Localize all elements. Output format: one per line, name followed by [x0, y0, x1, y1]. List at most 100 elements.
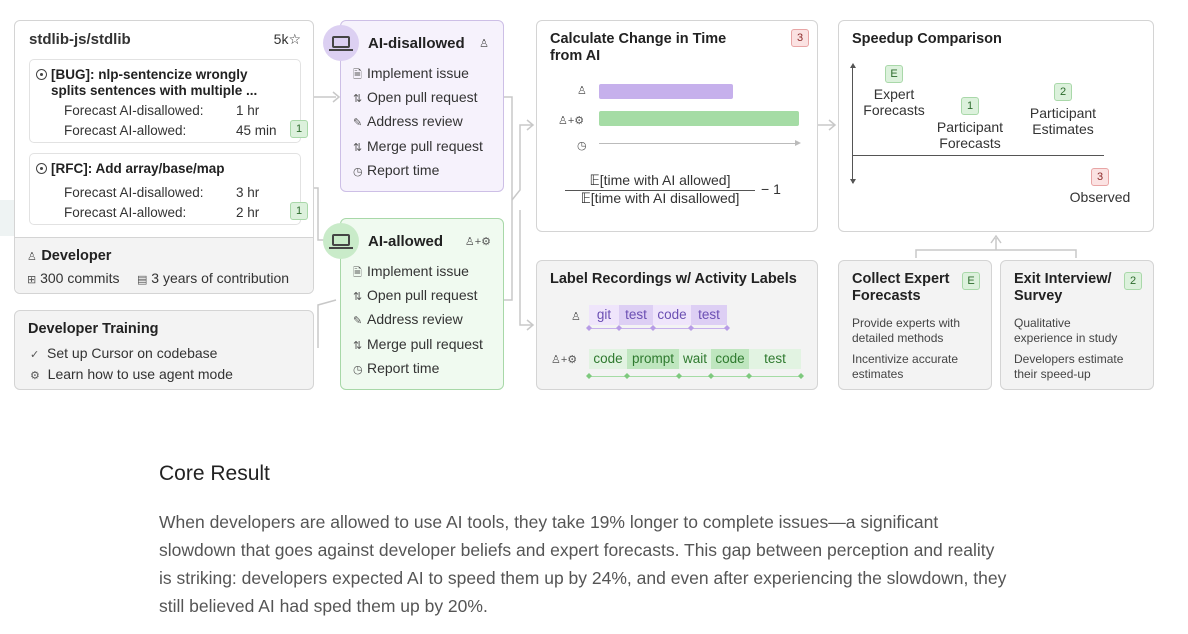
- fraction-line: [565, 190, 755, 191]
- condition-title: AI-disallowed: [368, 35, 465, 52]
- calc-title: Calculate Change in Time from AI: [550, 31, 727, 64]
- merge-icon: ⇅: [353, 340, 363, 352]
- developer-section: ♙ Developer ⊞ 300 commits ▤ 3 years of c…: [15, 237, 313, 293]
- step-implement-issue: 🗎 Implement issue: [353, 65, 469, 85]
- exit-interview-panel: Exit Interview/Survey 2 Qualitative exper…: [1000, 260, 1154, 390]
- participant-forecasts-label: Participant Forecasts: [936, 119, 1004, 151]
- issue-open-icon: [36, 163, 47, 174]
- step-address-review: ✎ Address review: [353, 311, 463, 327]
- ai-timeline-line: [589, 376, 801, 377]
- developer-title: Developer: [41, 248, 112, 264]
- forecast-disallowed-value: 1 hr: [236, 103, 260, 118]
- participant-estimates-label: Participant Estimates: [1029, 105, 1097, 137]
- document-icon: 🗎: [353, 267, 362, 279]
- forecast-allowed-label: Forecast AI-allowed:: [64, 123, 187, 138]
- forecast-allowed-value: 2 hr: [236, 205, 260, 220]
- step-report-time: ◷ Report time: [353, 162, 440, 178]
- step-report-time: ◷ Report time: [353, 360, 440, 376]
- clock-icon: ◷: [353, 166, 363, 178]
- issue-card[interactable]: [BUG]: nlp-sentencize wrongly splits sen…: [29, 59, 308, 143]
- dev-timeline-line: [589, 328, 727, 329]
- activity-segment: code: [589, 349, 627, 369]
- badge-1: 1: [961, 97, 979, 115]
- y-axis-arrow-top: [850, 63, 856, 68]
- label-recordings-title: Label Recordings w/ Activity Labels: [550, 271, 797, 287]
- robot-icon: ⚙: [30, 370, 40, 382]
- time-axis-arrow: [795, 140, 801, 146]
- bar-ai-disallowed: [599, 84, 733, 99]
- badge-1: 1: [290, 120, 308, 138]
- issue-title-line1: [BUG]: nlp-sentencize wrongly: [51, 67, 248, 82]
- activity-segment: wait: [679, 349, 711, 369]
- forecast-disallowed-value: 3 hr: [236, 185, 260, 200]
- y-axis: [852, 65, 853, 183]
- x-baseline: [852, 155, 1104, 156]
- training-item: Learn how to use agent mode: [47, 366, 233, 382]
- activity-segment: prompt: [627, 349, 679, 369]
- developer-commits: 300 commits: [40, 270, 120, 286]
- bar-ai-allowed: [599, 111, 799, 126]
- person-icon: ♙: [27, 251, 37, 263]
- repo-stars: 5k☆: [273, 31, 301, 47]
- edit-icon: ✎: [353, 117, 363, 129]
- badge-E: E: [885, 65, 903, 83]
- person-plus-robot-icon: ♙+⚙: [551, 354, 578, 366]
- timeline-markers: [586, 325, 804, 379]
- step-implement-issue: 🗎 Implement issue: [353, 263, 469, 283]
- step-merge-pr: ⇅ Merge pull request: [353, 138, 483, 154]
- activity-segment: git: [589, 305, 619, 325]
- developer-training-panel: Developer Training ✓ Set up Cursor on co…: [14, 310, 314, 390]
- ai-allowed-panel: AI-allowed ♙+⚙ 🗎 Implement issue ⇅ Open pu…: [323, 218, 504, 390]
- formula-denominator: 𝔼[time with AI disallowed]: [580, 190, 740, 206]
- laptop-icon: [329, 36, 353, 51]
- expert-desc-2: Incentivize accurate estimates: [852, 352, 959, 381]
- step-open-pr: ⇅ Open pull request: [353, 287, 478, 303]
- ai-disallowed-panel: AI-disallowed ♙ 🗎 Implement issue ⇅ Open p…: [323, 20, 504, 192]
- person-plus-robot-icon: ♙+⚙: [558, 115, 585, 127]
- repo-panel: stdlib-js/stdlib 5k☆ [BUG]: nlp-sentenci…: [14, 20, 314, 294]
- formula-minus-one: − 1: [761, 181, 781, 197]
- left-strip: [0, 200, 14, 236]
- step-open-pr: ⇅ Open pull request: [353, 89, 478, 105]
- expert-desc-1: Provide experts with detailed methods: [852, 316, 961, 345]
- person-icon: ♙: [571, 311, 581, 323]
- label-recordings-panel: Label Recordings w/ Activity Labels ♙ gi…: [536, 260, 818, 390]
- badge-1: 1: [290, 202, 308, 220]
- step-address-review: ✎ Address review: [353, 113, 463, 129]
- training-item: Set up Cursor on codebase: [47, 345, 218, 361]
- issue-title-line2: splits sentences with multiple ...: [51, 83, 258, 98]
- y-axis-arrow-bottom: [850, 179, 856, 184]
- training-title: Developer Training: [28, 321, 159, 337]
- speedup-comparison-panel: Speedup Comparison E Expert Forecasts 1 P…: [838, 20, 1154, 232]
- person-icon: ♙: [577, 85, 587, 97]
- exit-desc-1: Qualitative experience in study: [1014, 316, 1118, 345]
- forecast-disallowed-label: Forecast AI-disallowed:: [64, 103, 204, 118]
- clock-icon: ◷: [353, 364, 363, 376]
- exit-title: Exit Interview/Survey: [1014, 271, 1112, 304]
- time-axis: [599, 143, 799, 144]
- forecast-disallowed-label: Forecast AI-disallowed:: [64, 185, 204, 200]
- issue-title: [RFC]: Add array/base/map: [51, 161, 225, 176]
- activity-segment: code: [711, 349, 749, 369]
- check-icon: ✓: [30, 349, 40, 361]
- activity-segment: test: [691, 305, 727, 325]
- pull-request-icon: ⇅: [353, 93, 363, 105]
- expert-title: Collect Expert Forecasts: [852, 271, 950, 304]
- merge-icon: ⇅: [353, 142, 363, 154]
- calculate-change-panel: Calculate Change in Time from AI 3 ♙ ♙+⚙ …: [536, 20, 818, 232]
- activity-segment: test: [749, 349, 801, 369]
- collect-expert-forecasts-panel: Collect Expert Forecasts E Provide expert…: [838, 260, 992, 390]
- step-merge-pr: ⇅ Merge pull request: [353, 336, 483, 352]
- expert-forecasts-label: Expert Forecasts: [863, 86, 925, 118]
- laptop-circle: [323, 25, 359, 61]
- issue-open-icon: [36, 69, 47, 80]
- commit-icon: ⊞: [27, 274, 37, 286]
- forecast-allowed-label: Forecast AI-allowed:: [64, 205, 187, 220]
- badge-E: E: [962, 272, 980, 290]
- repo-title: stdlib-js/stdlib: [29, 31, 131, 48]
- issue-card[interactable]: [RFC]: Add array/base/map Forecast AI-di…: [29, 153, 308, 225]
- laptop-icon: [329, 234, 353, 249]
- pull-request-icon: ⇅: [353, 291, 363, 303]
- badge-2: 2: [1124, 272, 1142, 290]
- document-icon: 🗎: [353, 69, 362, 81]
